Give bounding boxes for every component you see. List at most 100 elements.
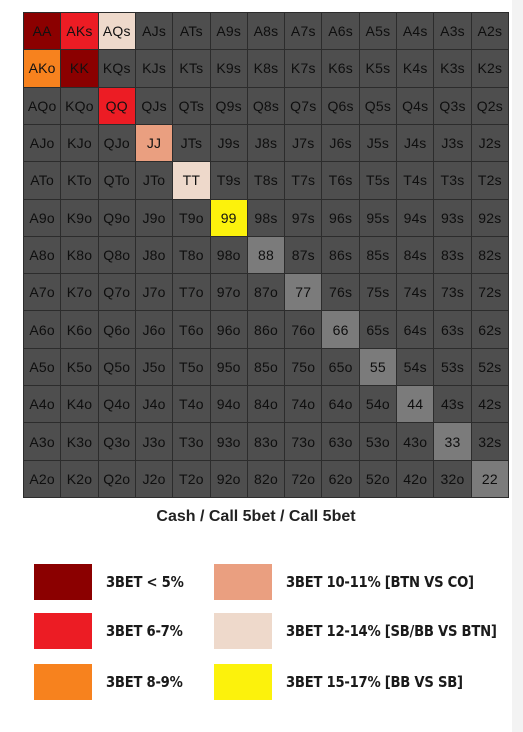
hand-cell-tt: TT: [173, 162, 210, 199]
hand-cell-aqs: AQs: [98, 13, 135, 50]
hand-cell-74o: 74o: [285, 386, 322, 423]
hand-cell-k3o: K3o: [61, 423, 98, 460]
hand-cell-a2s: A2s: [471, 13, 508, 50]
hand-cell-84o: 84o: [247, 386, 285, 423]
hand-cell-a6o: A6o: [24, 311, 61, 348]
hand-cell-jto: JTo: [135, 162, 173, 199]
legend-label-3bet-8-9: 3BET 8-9%: [106, 673, 183, 691]
hand-cell-qjo: QJo: [98, 124, 135, 162]
legend-item-3bet-lt5: 3BET < 5%: [34, 564, 194, 600]
hand-cell-kqo: KQo: [61, 87, 98, 124]
hand-cell-54s: 54s: [397, 348, 434, 386]
hand-cell-q7o: Q7o: [98, 274, 135, 311]
hand-cell-aks: AKs: [61, 13, 98, 50]
hand-cell-t5s: T5s: [359, 162, 397, 199]
hand-cell-87o: 87o: [247, 274, 285, 311]
legend-swatch-3bet-lt5: [34, 564, 92, 600]
hand-cell-t7s: T7s: [285, 162, 322, 199]
hand-cell-32o: 32o: [434, 460, 471, 497]
hand-cell-82o: 82o: [247, 460, 285, 497]
hand-cell-j6s: J6s: [322, 124, 359, 162]
hand-cell-t3s: T3s: [434, 162, 471, 199]
hand-cell-a4s: A4s: [397, 13, 434, 50]
hand-cell-k7s: K7s: [285, 50, 322, 87]
hand-cell-j5o: J5o: [135, 348, 173, 386]
hand-cell-qts: QTs: [173, 87, 210, 124]
hand-cell-a7s: A7s: [285, 13, 322, 50]
hand-cell-k5o: K5o: [61, 348, 98, 386]
hand-cell-t6s: T6s: [322, 162, 359, 199]
hand-cell-92s: 92s: [471, 199, 508, 236]
hand-cell-73o: 73o: [285, 423, 322, 460]
hand-cell-52s: 52s: [471, 348, 508, 386]
legend-item-3bet-15-17: 3BET 15-17% [BB VS SB]: [214, 664, 487, 700]
legend-label-3bet-10-11: 3BET 10-11% [BTN VS CO]: [286, 573, 474, 591]
hand-cell-94o: 94o: [210, 386, 247, 423]
hand-cell-97o: 97o: [210, 274, 247, 311]
hand-cell-92o: 92o: [210, 460, 247, 497]
hand-cell-jts: JTs: [173, 124, 210, 162]
hand-cell-kjs: KJs: [135, 50, 173, 87]
hand-cell-t2o: T2o: [173, 460, 210, 497]
hand-cell-k7o: K7o: [61, 274, 98, 311]
hand-cell-ako: AKo: [24, 50, 61, 87]
hand-cell-t4o: T4o: [173, 386, 210, 423]
chart-title: Cash / Call 5bet / Call 5bet: [156, 508, 356, 525]
legend-item-3bet-10-11: 3BET 10-11% [BTN VS CO]: [214, 564, 499, 600]
hand-cell-kto: KTo: [61, 162, 98, 199]
legend-swatch-3bet-8-9: [34, 664, 92, 700]
hand-cell-aqo: AQo: [24, 87, 61, 124]
hand-cell-q5o: Q5o: [98, 348, 135, 386]
hand-cell-t4s: T4s: [397, 162, 434, 199]
hand-cell-kk: KK: [61, 50, 98, 87]
hand-cell-kjo: KJo: [61, 124, 98, 162]
hand-cell-k4o: K4o: [61, 386, 98, 423]
hand-cell-87s: 87s: [285, 236, 322, 274]
hand-cell-83o: 83o: [247, 423, 285, 460]
hand-cell-qto: QTo: [98, 162, 135, 199]
hand-cell-42o: 42o: [397, 460, 434, 497]
hand-cell-83s: 83s: [434, 236, 471, 274]
hand-cell-99: 99: [210, 199, 247, 236]
hand-cell-32s: 32s: [471, 423, 508, 460]
hand-cell-q3o: Q3o: [98, 423, 135, 460]
hand-cell-73s: 73s: [434, 274, 471, 311]
hand-cell-j3o: J3o: [135, 423, 173, 460]
hand-cell-t5o: T5o: [173, 348, 210, 386]
hand-cell-j2s: J2s: [471, 124, 508, 162]
hand-cell-84s: 84s: [397, 236, 434, 274]
hand-cell-ato: ATo: [24, 162, 61, 199]
hand-cell-k6s: K6s: [322, 50, 359, 87]
hand-cell-q6o: Q6o: [98, 311, 135, 348]
hand-cell-97s: 97s: [285, 199, 322, 236]
hand-cell-ats: ATs: [173, 13, 210, 50]
hand-cell-k6o: K6o: [61, 311, 98, 348]
hand-cell-77: 77: [285, 274, 322, 311]
hand-cell-k2o: K2o: [61, 460, 98, 497]
hand-cell-86s: 86s: [322, 236, 359, 274]
hand-cell-93s: 93s: [434, 199, 471, 236]
hand-cell-53o: 53o: [359, 423, 397, 460]
right-edge-strip: [512, 0, 523, 732]
hand-cell-76o: 76o: [285, 311, 322, 348]
hand-cell-63o: 63o: [322, 423, 359, 460]
hand-cell-44: 44: [397, 386, 434, 423]
hand-cell-a8s: A8s: [247, 13, 285, 50]
hand-cell-74s: 74s: [397, 274, 434, 311]
hand-cell-75s: 75s: [359, 274, 397, 311]
hand-cell-kqs: KQs: [98, 50, 135, 87]
hand-cell-q2o: Q2o: [98, 460, 135, 497]
legend-swatch-3bet-15-17: [214, 664, 272, 700]
hand-cell-t2s: T2s: [471, 162, 508, 199]
hand-cell-95o: 95o: [210, 348, 247, 386]
hand-cell-j7o: J7o: [135, 274, 173, 311]
hand-cell-43o: 43o: [397, 423, 434, 460]
hand-cell-a3o: A3o: [24, 423, 61, 460]
legend-item-3bet-6-7: 3BET 6-7%: [34, 613, 193, 649]
hand-cell-93o: 93o: [210, 423, 247, 460]
hand-cell-62s: 62s: [471, 311, 508, 348]
hand-cell-k9o: K9o: [61, 199, 98, 236]
hand-cell-t3o: T3o: [173, 423, 210, 460]
hand-cell-t8s: T8s: [247, 162, 285, 199]
hand-cell-22: 22: [471, 460, 508, 497]
